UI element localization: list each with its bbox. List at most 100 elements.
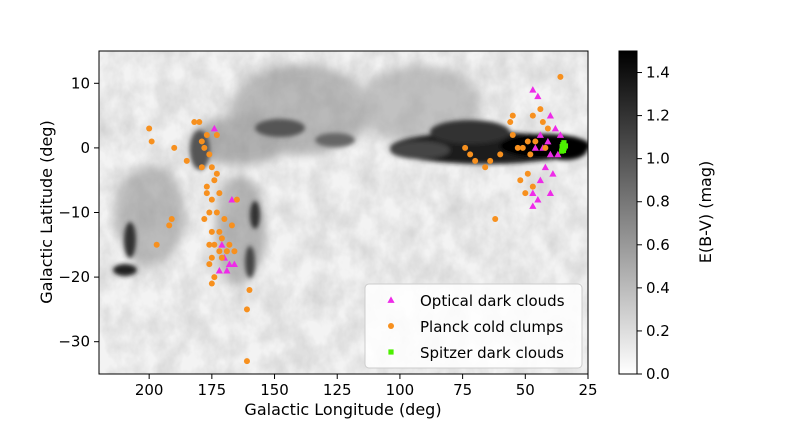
optical-dark-clouds-point — [546, 150, 554, 158]
planck-cold-clumps-point — [206, 241, 213, 248]
series-triangle-group — [210, 86, 565, 274]
colorbar-ticks: 0.0 0.2 0.4 0.6 0.8 1.0 1.2 1.4 — [637, 64, 670, 383]
optical-dark-clouds-point — [551, 124, 559, 132]
x-tick-label: 125 — [323, 381, 352, 399]
planck-cold-clumps-point — [527, 151, 534, 158]
planck-cold-clumps-point — [544, 125, 551, 132]
planck-cold-clumps-point — [492, 215, 499, 222]
optical-dark-clouds-point — [556, 131, 565, 138]
planck-cold-clumps-point — [233, 196, 240, 203]
planck-cold-clumps-point — [218, 235, 225, 242]
planck-cold-clumps-point — [497, 151, 504, 158]
spitzer-dark-clouds-point — [559, 144, 565, 150]
optical-dark-clouds-point — [218, 241, 226, 248]
legend-label: Planck cold clumps — [420, 318, 564, 336]
planck-cold-clumps-point — [216, 190, 223, 197]
series-circle-group — [146, 73, 564, 365]
optical-dark-clouds-point — [529, 202, 537, 209]
planck-cold-clumps-point — [221, 215, 228, 222]
planck-cold-clumps-point — [213, 170, 220, 177]
y-tick-label: −10 — [58, 204, 90, 222]
colorbar-tick-label: 1.4 — [646, 64, 670, 82]
planck-cold-clumps-point — [524, 170, 531, 177]
planck-cold-clumps-point — [211, 274, 218, 281]
colorbar-label: E(B-V) (mag) — [696, 161, 715, 263]
planck-cold-clumps-point — [201, 144, 208, 151]
planck-cold-clumps-point — [557, 73, 564, 80]
optical-dark-clouds-point — [536, 176, 544, 184]
x-axis-label: Galactic Longitude (deg) — [244, 400, 441, 419]
planck-cold-clumps-point — [529, 112, 536, 119]
colorbar-tick-label: 1.2 — [646, 107, 670, 125]
optical-dark-clouds-point — [228, 195, 236, 203]
colorbar-tick-label: 0.8 — [646, 193, 670, 211]
planck-cold-clumps-point — [246, 287, 253, 294]
planck-cold-clumps-point — [467, 151, 474, 158]
planck-cold-clumps-point — [153, 241, 160, 248]
optical-dark-clouds-point — [534, 92, 542, 100]
x-tick-label: 50 — [516, 381, 535, 399]
planck-cold-clumps-point — [196, 119, 203, 126]
x-tick-label: 75 — [453, 381, 472, 399]
x-tick-label: 25 — [578, 381, 597, 399]
planck-cold-clumps-point — [201, 215, 208, 222]
colorbar-tick-label: 0.2 — [646, 322, 670, 340]
planck-cold-clumps-point — [208, 196, 215, 203]
planck-cold-clumps-point — [462, 144, 469, 151]
planck-cold-clumps-point — [226, 241, 233, 248]
colorbar-tick-label: 0.0 — [646, 365, 670, 383]
optical-dark-clouds-point — [534, 195, 542, 203]
planck-cold-clumps-point — [517, 177, 524, 184]
planck-cold-clumps-point — [231, 248, 238, 255]
planck-cold-clumps-point — [532, 138, 539, 145]
y-axis-ticks: 10 0 −10 −20 −30 — [58, 74, 99, 351]
optical-dark-clouds-point — [544, 137, 552, 145]
planck-cold-clumps-point — [539, 119, 546, 126]
legend: Optical dark clouds Planck cold clumps Spi… — [364, 283, 583, 369]
planck-cold-clumps-point — [519, 144, 526, 151]
x-tick-label: 150 — [260, 381, 289, 399]
planck-cold-clumps-point — [168, 215, 175, 222]
planck-cold-clumps-point — [243, 358, 250, 365]
planck-cold-clumps-point — [487, 157, 494, 164]
x-tick-label: 200 — [135, 381, 164, 399]
optical-dark-clouds-point — [546, 112, 554, 119]
planck-cold-clumps-point — [529, 183, 536, 190]
planck-cold-clumps-point — [206, 209, 213, 216]
planck-cold-clumps-point — [208, 280, 215, 287]
colorbar-tick-label: 0.6 — [646, 236, 670, 254]
planck-cold-clumps-point — [216, 248, 223, 255]
optical-dark-clouds-point — [549, 170, 557, 177]
planck-cold-clumps-point — [208, 254, 215, 261]
planck-cold-clumps-point — [191, 119, 198, 126]
spitzer-dark-clouds-point — [561, 140, 567, 146]
planck-cold-clumps-point — [206, 261, 213, 268]
y-tick-label: −20 — [58, 268, 90, 286]
planck-cold-clumps-point — [522, 190, 529, 197]
planck-cold-clumps-point — [166, 222, 173, 229]
planck-cold-clumps-point — [203, 190, 210, 197]
planck-cold-clumps-point — [524, 138, 531, 145]
planck-cold-clumps-point — [208, 164, 215, 171]
colorbar-tick-label: 0.4 — [646, 279, 670, 297]
planck-cold-clumps-point — [198, 138, 205, 145]
optical-dark-clouds-point — [215, 267, 223, 274]
y-tick-label: −30 — [58, 333, 90, 351]
planck-cold-clumps-point — [218, 254, 225, 261]
planck-cold-clumps-point — [223, 248, 230, 255]
planck-cold-clumps-point — [148, 138, 155, 145]
y-tick-label: 10 — [71, 74, 90, 92]
planck-cold-clumps-point — [198, 164, 205, 171]
optical-dark-clouds-point — [531, 144, 539, 151]
optical-dark-clouds-point — [230, 260, 239, 268]
planck-cold-clumps-point — [542, 144, 549, 151]
optical-dark-clouds-point — [529, 86, 537, 93]
colorbar-gradient — [618, 50, 638, 375]
planck-cold-clumps-point — [211, 241, 218, 248]
optical-dark-clouds-point — [546, 189, 554, 196]
planck-cold-clumps-point — [482, 164, 489, 171]
legend-label: Spitzer dark clouds — [420, 344, 564, 362]
planck-cold-clumps-point — [509, 131, 516, 138]
